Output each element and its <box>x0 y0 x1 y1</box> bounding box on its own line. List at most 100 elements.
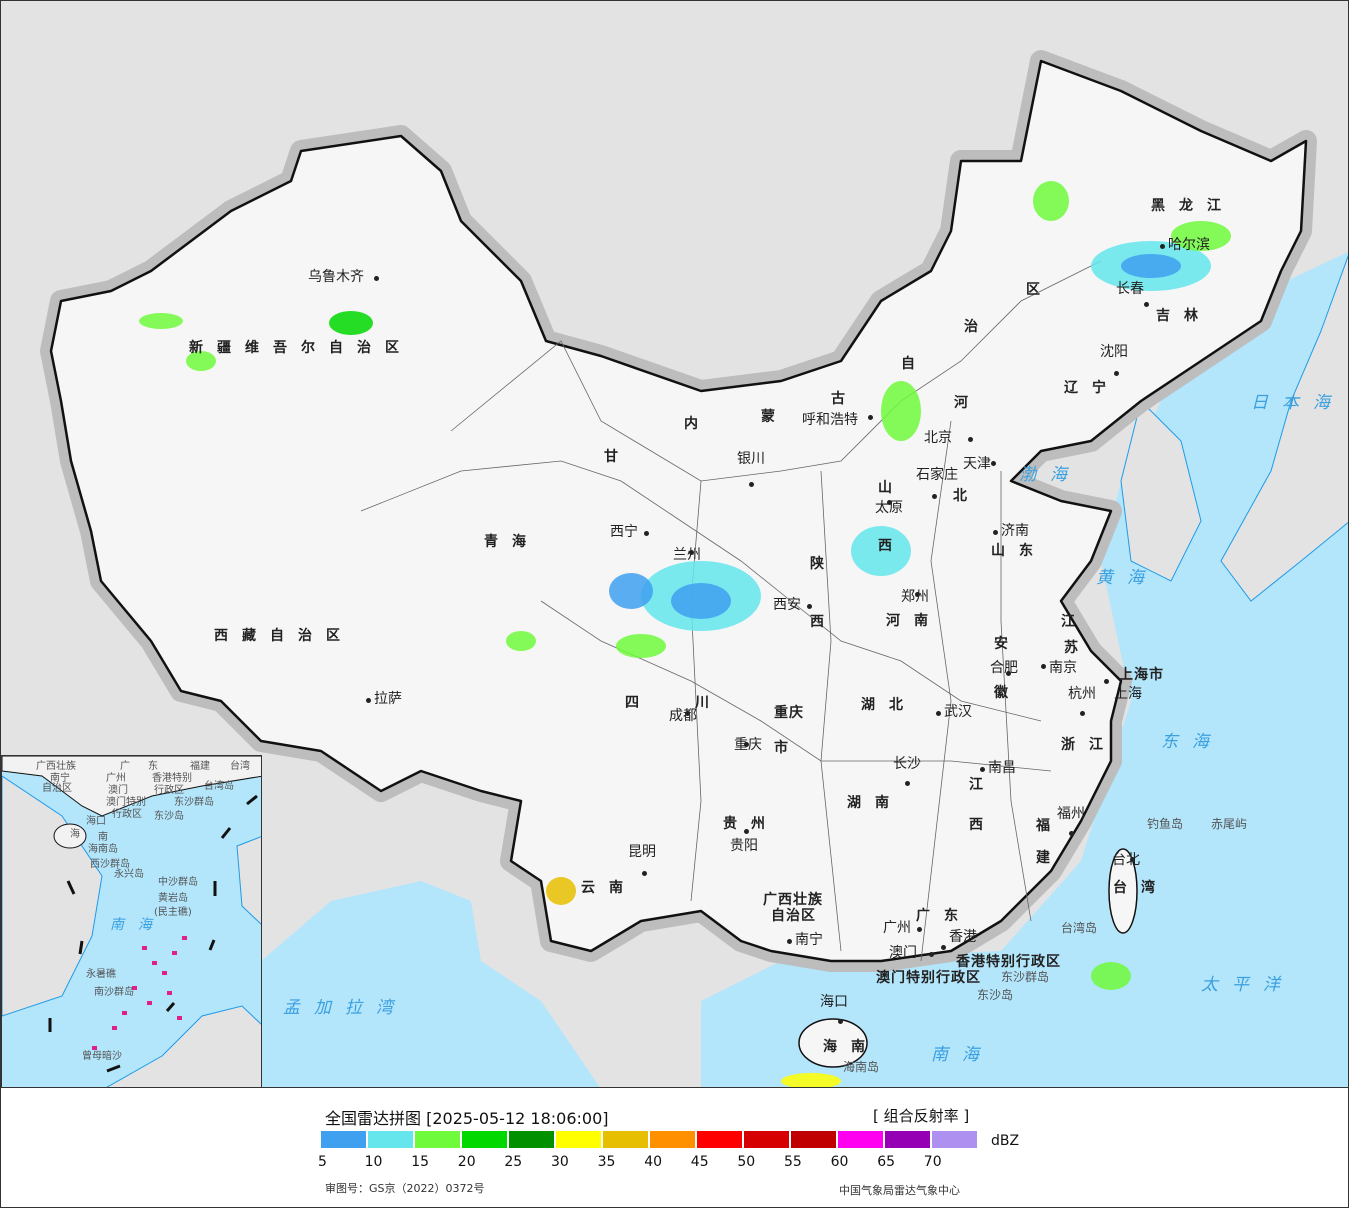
city-marker[interactable] <box>744 829 749 834</box>
reef-marker <box>177 1016 182 1020</box>
inset-label: 澳门特别 <box>106 797 146 808</box>
city-marker[interactable] <box>991 461 996 466</box>
inset-label: 曾母暗沙 <box>82 1051 122 1062</box>
reef-marker <box>182 936 187 940</box>
inset-label: 海口 <box>86 816 106 827</box>
city-marker[interactable] <box>936 711 941 716</box>
inset-label: (民主礁) <box>154 907 192 918</box>
city-marker[interactable] <box>689 550 694 555</box>
city-marker[interactable] <box>374 276 379 281</box>
province-label: 区 <box>1026 282 1054 298</box>
city-marker[interactable] <box>941 945 946 950</box>
province-label: 山东 <box>991 543 1047 559</box>
city-marker[interactable] <box>929 952 934 957</box>
inset-label: 自治区 <box>42 783 72 794</box>
city-marker[interactable] <box>887 500 892 505</box>
legend-footer: 全国雷达拼图 [2025-05-12 18:06:00] [ 组合反射率 ] 5… <box>0 1088 1349 1208</box>
inset-label: 广 <box>120 761 130 772</box>
radar-echoes <box>139 181 1231 1087</box>
city-marker[interactable] <box>685 711 690 716</box>
city-marker[interactable] <box>917 927 922 932</box>
province-label: 贵州 <box>723 816 779 832</box>
city-label: 南昌 <box>988 760 1016 776</box>
inset-land-china <box>2 756 261 817</box>
scale-tick-label: 65 <box>877 1154 896 1170</box>
city-marker[interactable] <box>1144 302 1149 307</box>
city-marker[interactable] <box>915 592 920 597</box>
reef-marker <box>132 986 137 990</box>
city-marker[interactable] <box>1006 671 1011 676</box>
city-marker[interactable] <box>993 530 998 535</box>
province-label: 吉林 <box>1156 308 1212 324</box>
island-label: 钓鱼岛 <box>1147 817 1184 831</box>
map-canvas <box>40 50 1348 1087</box>
scale-tick-label: 10 <box>364 1154 383 1170</box>
city-label: 武汉 <box>944 704 972 720</box>
province-label: 江 <box>969 777 997 793</box>
city-marker[interactable] <box>968 437 973 442</box>
region-label: 市 <box>774 740 789 756</box>
city-marker[interactable] <box>1080 711 1085 716</box>
region-label: 澳门特别行政区 <box>876 970 981 986</box>
city-marker[interactable] <box>868 415 873 420</box>
scale-tick-label: 15 <box>411 1154 430 1170</box>
inset-islands <box>92 936 187 1050</box>
province-label: 四 <box>625 695 653 711</box>
province-label: 河 <box>954 395 982 411</box>
radar-map[interactable]: 新疆维吾尔自治区 西藏自治区 青海甘内蒙古自治区黑龙江 吉林 辽宁河北山西山东陕西河南江… <box>0 0 1349 1088</box>
city-label: 哈尔滨 <box>1168 237 1210 253</box>
color-scale-bar <box>321 1131 979 1148</box>
inset-sea-label: 南海 <box>110 917 166 933</box>
city-marker[interactable] <box>744 742 749 747</box>
province-label: 湖南 <box>847 795 903 811</box>
color-swatch <box>509 1131 554 1148</box>
mosaic-title: 全国雷达拼图 [2025-05-12 18:06:00] <box>325 1109 609 1128</box>
scale-tick-label: 40 <box>644 1154 663 1170</box>
reef-marker <box>167 991 172 995</box>
island-label: 台湾岛 <box>1061 921 1098 935</box>
city-label: 太原 <box>875 500 903 516</box>
city-marker[interactable] <box>1114 371 1119 376</box>
city-marker[interactable] <box>905 781 910 786</box>
city-marker[interactable] <box>787 939 792 944</box>
city-marker[interactable] <box>932 494 937 499</box>
inset-label: 台湾 <box>230 761 250 772</box>
province-label: 新疆维吾尔自治区 <box>189 340 413 356</box>
scale-tick-label: 25 <box>504 1154 523 1170</box>
city-marker[interactable] <box>1160 244 1165 249</box>
radar-echo <box>1171 221 1231 251</box>
province-label: 陕 <box>810 556 838 572</box>
city-marker[interactable] <box>807 604 812 609</box>
city-label: 沈阳 <box>1100 344 1128 360</box>
province-label: 川 <box>695 695 723 711</box>
inset-label: 福建 <box>190 761 210 772</box>
inset-canvas <box>2 756 261 1087</box>
city-marker[interactable] <box>366 698 371 703</box>
radar-echo <box>781 1073 841 1087</box>
taiwan-island <box>1108 848 1138 934</box>
province-label: 古 <box>831 391 859 407</box>
city-marker[interactable] <box>980 767 985 772</box>
city-marker[interactable] <box>642 871 647 876</box>
city-marker[interactable] <box>1104 679 1109 684</box>
reef-marker <box>147 1001 152 1005</box>
province-label: 山 <box>878 480 906 496</box>
city-label: 澳门 <box>889 945 917 961</box>
radar-echo <box>546 877 576 905</box>
city-label: 合肥 <box>990 660 1018 676</box>
color-swatch <box>415 1131 460 1148</box>
city-marker[interactable] <box>1041 664 1046 669</box>
city-marker[interactable] <box>1069 831 1074 836</box>
city-label: 海口 <box>820 994 848 1010</box>
korea-land <box>1120 400 1202 582</box>
city-label: 香港 <box>949 929 977 945</box>
reef-marker <box>142 946 147 950</box>
city-marker[interactable] <box>749 482 754 487</box>
city-marker[interactable] <box>644 531 649 536</box>
sea-label: 日本海 <box>1251 393 1344 413</box>
color-swatch <box>321 1131 366 1148</box>
city-marker[interactable] <box>1130 857 1135 862</box>
city-marker[interactable] <box>838 1019 843 1024</box>
south-china-sea-inset: 广西壮族 南宁 自治区 广 东 福建 台湾 广州 香港特别 行政区 澳门 澳门特别 行政区 台湾岛 东沙群岛… <box>1 755 262 1087</box>
city-label: 昆明 <box>628 844 656 860</box>
